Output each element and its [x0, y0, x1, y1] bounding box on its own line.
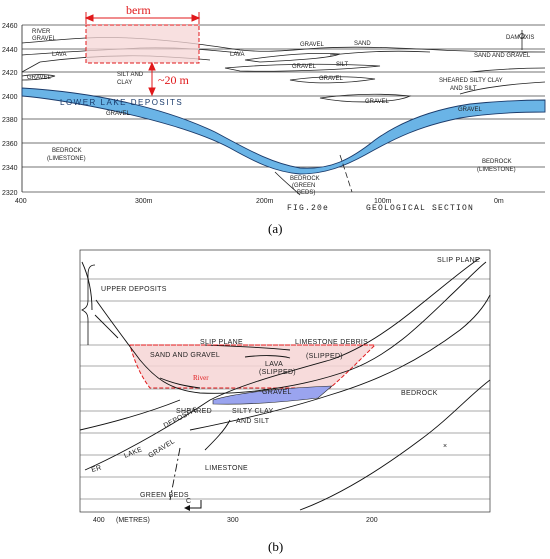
label-gravel-blue-right: GRAVEL	[458, 107, 483, 113]
cl-arrowhead	[184, 505, 190, 511]
x-tick-100: 100m	[374, 198, 392, 205]
label-river-gravel-2: GRAVEL	[32, 36, 57, 42]
label-lava-1: LAVA	[265, 361, 283, 368]
label-silty-clay: SILTY CLAY	[232, 408, 274, 415]
label-bedrock-green-1: BEDROCK	[290, 176, 320, 182]
y-tick-2380: 2380	[2, 117, 18, 124]
x-tick-300: 300m	[135, 198, 153, 205]
label-slipped: (SLIPPED)	[306, 353, 343, 360]
y-tick-2360: 2360	[2, 141, 18, 148]
upper-deposits-bracket	[81, 264, 96, 345]
fig-label: FIG.20e	[287, 204, 329, 213]
b-x-tick-200: 200	[366, 517, 378, 524]
gravel-zone	[212, 385, 333, 405]
label-gravel-right-lens: GRAVEL	[365, 99, 390, 105]
label-sand-and-gravel: SAND AND GRAVEL	[474, 53, 531, 59]
label-sheared-2: AND SILT	[450, 86, 477, 92]
label-and-silt: AND SILT	[236, 418, 270, 425]
label-gravel-left: GRAVEL	[27, 75, 52, 81]
label-lava-2: (SLIPPED)	[259, 369, 296, 376]
berm-box	[85, 24, 200, 64]
label-bedrock-right-2: (LIMESTONE)	[477, 167, 516, 173]
label-gravel-mid2: GRAVEL	[319, 76, 344, 82]
label-sheared: SHEARED	[176, 408, 212, 415]
depth-arrow	[148, 61, 156, 97]
caption-b: (b)	[268, 539, 283, 554]
label-sand-and-gravel: SAND AND GRAVEL	[150, 352, 220, 359]
panel-b-section: SLIP PLANE UPPER DEPOSITS SLIP PLANE LIM…	[79, 249, 491, 554]
label-upper-deposits: UPPER DEPOSITS	[101, 286, 167, 293]
label-slip-plane-top: SLIP PLANE	[437, 257, 480, 264]
b-x-tick-300: 300	[227, 517, 239, 524]
label-sheared-1: SHEARED SILTY CLAY	[439, 78, 503, 84]
label-lava-left: LAVA	[52, 52, 66, 58]
label-river: River	[193, 374, 209, 382]
dam-axis-marker	[519, 30, 525, 50]
label-slip-plane: SLIP PLANE	[200, 339, 243, 346]
label-silt-and-clay-1: SILT AND	[117, 72, 144, 78]
label-silt: SILT	[336, 62, 349, 68]
berm-width-arrow	[84, 12, 201, 24]
caption-a: (a)	[268, 221, 282, 236]
cl-arrow	[185, 500, 202, 509]
label-er: ER	[91, 464, 103, 473]
y-tick-2400: 2400	[2, 94, 18, 101]
x-tick-0: 0m	[494, 198, 504, 205]
label-silt-and-clay-2: CLAY	[117, 80, 132, 86]
label-gravel-top: GRAVEL	[300, 42, 325, 48]
y-tick-2460: 2460	[2, 23, 18, 30]
label-gravel: GRAVEL	[262, 389, 292, 396]
label-river-gravel-1: RIVER	[32, 29, 51, 35]
x-tick-400: 400	[15, 198, 27, 205]
b-x-tick-400: 400	[93, 517, 105, 524]
label-bedrock-green-2: (GREEN	[292, 183, 315, 189]
x-tick-200: 200m	[256, 198, 274, 205]
lower-lake-deposits-zone	[21, 87, 546, 175]
label-lava-center: LAVA	[230, 52, 244, 58]
label-green-beds: GREEN BEDS	[140, 492, 189, 499]
label-bedrock-right-1: BEDROCK	[482, 159, 512, 165]
label-sand: SAND	[354, 41, 371, 47]
cross-mark: ×	[443, 443, 447, 450]
label-bedrock: BEDROCK	[401, 390, 438, 397]
berm-label: berm	[126, 3, 151, 17]
panel-b-strata-lines	[79, 257, 491, 511]
label-bedrock-green-3: BEDS)	[297, 190, 315, 196]
label-cl-mark: C	[186, 498, 191, 505]
label-gravel-mid: GRAVEL	[292, 64, 317, 70]
b-x-tick-metres: (METRES)	[116, 517, 150, 524]
y-tick-2420: 2420	[2, 70, 18, 77]
y-tick-2340: 2340	[2, 165, 18, 172]
label-lower-lake-deposits: LOWER LAKE DEPOSITS	[60, 98, 183, 107]
label-bedrock-left-1: BEDROCK	[52, 148, 82, 154]
y-tick-2440: 2440	[2, 47, 18, 54]
label-limestone: LIMESTONE	[205, 465, 248, 472]
label-gravel-blue-left: GRAVEL	[106, 111, 131, 117]
label-bedrock-left-2: (LIMESTONE)	[47, 156, 86, 162]
y-tick-2320: 2320	[2, 190, 18, 197]
section-title: GEOLOGICAL SECTION	[366, 204, 474, 213]
depth-label: ~20 m	[158, 73, 189, 87]
panel-a-geological-section: 2460 2440 2420 2400 2380 2360 2340 2320 …	[2, 3, 546, 236]
label-dam-axis: DAM AXIS	[506, 35, 534, 41]
label-limestone-debris: LIMESTONE DEBRIS	[295, 339, 368, 346]
